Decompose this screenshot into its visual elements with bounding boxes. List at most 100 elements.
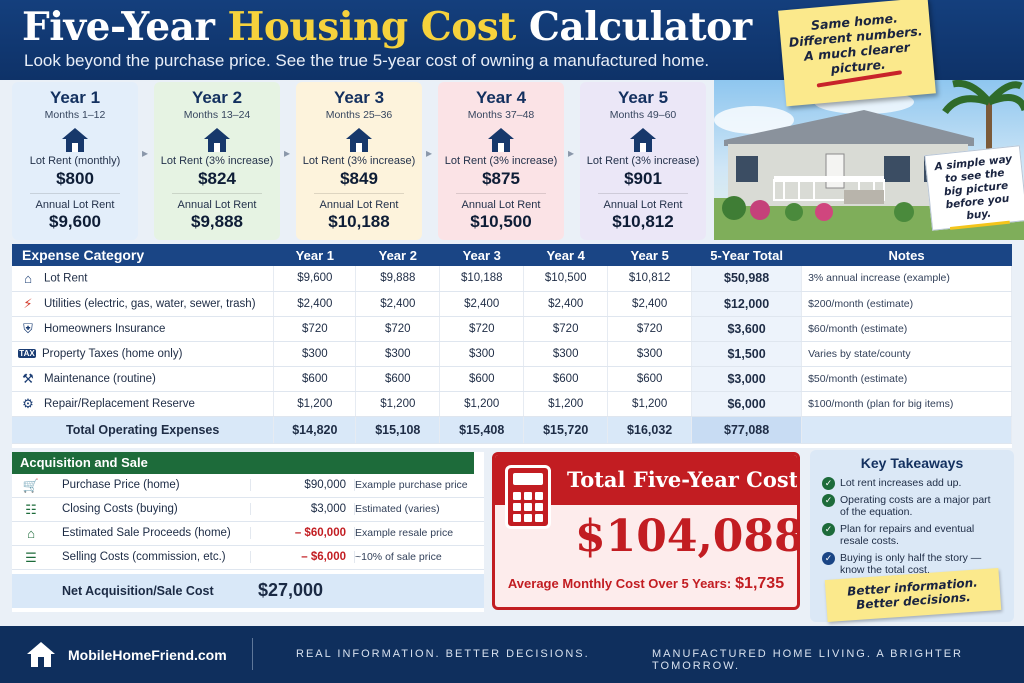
- total-operating-label: Total Operating Expenses: [12, 416, 275, 444]
- year-card-months: Months 37–48: [467, 109, 535, 121]
- expense-row: ⌂ Lot Rent $9,600 $9,888 $10,188 $10,500 $10,8…: [12, 266, 1012, 292]
- footer-tagline-1: REAL INFORMATION. BETTER DECISIONS.: [296, 648, 590, 660]
- expense-year-2: $600: [355, 366, 441, 392]
- year-card-title: Year 2: [191, 88, 243, 107]
- expense-header-row: Expense Category Year 1 Year 2 Year 3 Ye…: [12, 244, 1012, 266]
- total-5-year: $77,088: [691, 416, 803, 444]
- check-icon: ✓: [822, 523, 835, 536]
- year-card-2: Year 2 Months 13–24 Lot Rent (3% increase)…: [154, 82, 280, 240]
- lot-rent-value: $849: [340, 169, 378, 188]
- expense-year-2: $720: [355, 316, 441, 342]
- house-icon: ⌂: [24, 270, 32, 286]
- expense-name: Homeowners Insurance: [44, 322, 166, 335]
- acquisition-note: Example purchase price: [354, 479, 468, 491]
- expense-5-year-total: $3,000: [691, 366, 803, 392]
- expense-year-4: $2,400: [523, 291, 609, 317]
- expense-year-1: $720: [273, 316, 357, 342]
- check-icon: ✓: [822, 494, 835, 507]
- expense-5-year-total: $6,000: [691, 391, 803, 417]
- expense-row: ⛨ Homeowners Insurance $720 $720 $720 $720 $72…: [12, 316, 1012, 342]
- total-year-5: $16,032: [607, 416, 693, 444]
- takeaway-item: ✓ Buying is only half the story — know th…: [822, 552, 1002, 576]
- year-card-title: Year 1: [49, 88, 101, 107]
- annual-lot-rent-label: Annual Lot Rent: [461, 199, 541, 211]
- expense-note: $60/month (estimate): [801, 316, 1012, 342]
- expense-note: $100/month (plan for big items): [801, 391, 1012, 417]
- acquisition-value: $90,000: [250, 479, 346, 491]
- annual-lot-rent-value: $10,188: [328, 212, 390, 231]
- total-year-3: $15,408: [439, 416, 525, 444]
- title-highlight: Housing Cost: [227, 4, 517, 50]
- expense-row: ⚒ Maintenance (routine) $600 $600 $600 $600 $6…: [12, 366, 1012, 392]
- expense-year-3: $720: [439, 316, 525, 342]
- takeaway-item: ✓ Lot rent increases add up.: [822, 477, 1002, 490]
- acquisition-row: ⌂ Estimated Sale Proceeds (home) – $60,000…: [12, 522, 484, 546]
- year-card-months: Months 1–12: [44, 109, 106, 121]
- expense-5-year-total: $50,988: [691, 266, 803, 292]
- expense-year-3: $2,400: [439, 291, 525, 317]
- year-card-months: Months 13–24: [183, 109, 251, 121]
- house-icon: [487, 127, 515, 153]
- acquisition-label: Estimated Sale Proceeds (home): [62, 527, 231, 539]
- annual-lot-rent-value: $9,600: [49, 212, 101, 231]
- annual-lot-rent-value: $9,888: [191, 212, 243, 231]
- expense-year-3: $300: [439, 341, 525, 367]
- year-card-title: Year 3: [333, 88, 385, 107]
- expense-category: ⚙ Repair/Replacement Reserve: [12, 391, 275, 417]
- expense-year-1: $1,200: [273, 391, 357, 417]
- expense-year-5: $300: [607, 341, 693, 367]
- acquisition-note: ~10% of sale price: [354, 551, 442, 563]
- expense-year-2: $1,200: [355, 391, 441, 417]
- sticky-note: Same home. Different numbers. A much cle…: [778, 0, 936, 107]
- acquisition-panel: Acquisition and Sale 🛒 Purchase Price (ho…: [12, 452, 484, 612]
- expense-table: Expense Category Year 1 Year 2 Year 3 Ye…: [12, 244, 1012, 448]
- lot-rent-value: $800: [56, 169, 94, 188]
- acquisition-value: – $60,000: [250, 527, 346, 539]
- footer-divider: [252, 638, 253, 670]
- house-logo-icon: [27, 642, 55, 667]
- takeaway-item: ✓ Plan for repairs and eventual resale co…: [822, 523, 1002, 547]
- net-acquisition-label: Net Acquisition/Sale Cost: [62, 584, 214, 598]
- acquisition-row: ☰ Selling Costs (commission, etc.) – $6,00…: [12, 546, 484, 570]
- key-takeaways-title: Key Takeaways: [860, 455, 964, 471]
- footer-site-link[interactable]: MobileHomeFriend.com: [68, 647, 227, 663]
- expense-year-3: $1,200: [439, 391, 525, 417]
- expense-year-4: $300: [523, 341, 609, 367]
- cart-icon: 🛒: [22, 478, 40, 493]
- manufactured-home-photo: A simple way to see the big picture befo…: [714, 80, 1024, 240]
- average-monthly-label: Average Monthly Cost Over 5 Years:: [507, 576, 732, 591]
- expense-5-year-total: $3,600: [691, 316, 803, 342]
- house-icon: [345, 127, 373, 153]
- net-acquisition-row: Net Acquisition/Sale Cost $27,000: [12, 574, 484, 608]
- annual-lot-rent-value: $10,500: [470, 212, 532, 231]
- expense-note: 3% annual increase (example): [801, 266, 1012, 292]
- average-monthly-cost: Average Monthly Cost Over 5 Years: $1,735: [495, 575, 797, 593]
- lot-rent-value: $901: [624, 169, 662, 188]
- acquisition-row: 🛒 Purchase Price (home) $90,000 Example pur…: [12, 474, 484, 498]
- page-title: Five-Year Housing Cost Calculator: [22, 4, 752, 50]
- total-year-2: $15,108: [355, 416, 441, 444]
- year-card-title: Year 5: [617, 88, 669, 107]
- expense-row: ⚡ Utilities (electric, gas, water, sewer,…: [12, 291, 1012, 317]
- col-header-category: Expense Category: [12, 244, 274, 266]
- total-year-4: $15,720: [523, 416, 609, 444]
- expense-year-5: $1,200: [607, 391, 693, 417]
- expense-note: $200/month (estimate): [801, 291, 1012, 317]
- house-icon: [203, 127, 231, 153]
- col-header-5-year-total: 5-Year Total: [691, 244, 802, 266]
- annual-lot-rent-label: Annual Lot Rent: [319, 199, 399, 211]
- expense-row: ⚙ Repair/Replacement Reserve $1,200 $1,200 $…: [12, 391, 1012, 417]
- lot-rent-label: Lot Rent (3% increase): [160, 155, 274, 167]
- footer-tagline-2: MANUFACTURED HOME LIVING. A BRIGHTER TOM…: [652, 648, 963, 672]
- gear-icon: ⚙: [22, 395, 34, 411]
- expense-category: TAX Property Taxes (home only): [12, 341, 275, 367]
- expense-year-1: $9,600: [273, 266, 357, 292]
- house-icon: [629, 127, 657, 153]
- photo-callout: A simple way to see the big picture befo…: [924, 145, 1024, 231]
- expense-year-4: $1,200: [523, 391, 609, 417]
- expense-year-2: $9,888: [355, 266, 441, 292]
- expense-5-year-total: $12,000: [691, 291, 803, 317]
- expense-year-3: $600: [439, 366, 525, 392]
- acquisition-note: Example resale price: [354, 527, 454, 539]
- expense-category: ⚡ Utilities (electric, gas, water, sewer,…: [12, 291, 275, 317]
